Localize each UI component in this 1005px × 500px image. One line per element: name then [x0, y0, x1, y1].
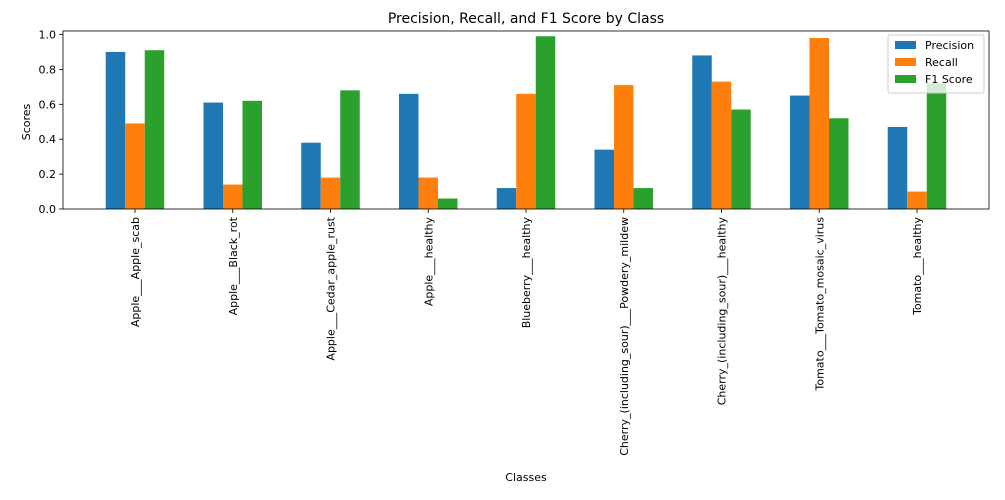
bar-recall-3	[418, 177, 438, 209]
legend-label-2: F1 Score	[925, 73, 973, 86]
bars-layer	[105, 36, 947, 210]
x-tick-label-3: Apple___healthy	[422, 217, 435, 307]
y-tick-label-3: 0.6	[39, 98, 57, 111]
y-tick-label-4: 0.8	[39, 63, 57, 76]
legend-swatch-1	[895, 58, 916, 66]
x-tick-label-8: Tomato___healthy	[911, 217, 924, 316]
bar-recall-7	[809, 37, 829, 210]
bar-f1-score-8	[926, 83, 947, 209]
y-tick-label-1: 0.2	[39, 168, 57, 181]
bar-f1-score-3	[438, 198, 458, 209]
x-tick-label-1: Apple___Black_rot	[227, 216, 240, 315]
bar-recall-6	[711, 81, 732, 209]
bar-recall-5	[614, 85, 634, 209]
bar-recall-2	[320, 177, 341, 209]
bar-f1-score-0	[144, 50, 165, 210]
x-tick-label-4: Blueberry___healthy	[520, 217, 533, 329]
bar-precision-1	[203, 102, 223, 209]
bar-precision-5	[594, 149, 614, 209]
bar-f1-score-5	[633, 188, 653, 209]
bar-precision-2	[301, 142, 321, 209]
bar-precision-0	[105, 51, 126, 209]
bar-precision-4	[496, 188, 517, 209]
bar-recall-0	[125, 123, 145, 209]
bar-f1-score-1	[242, 100, 262, 209]
bar-precision-6	[692, 55, 712, 210]
bar-precision-7	[790, 95, 810, 209]
y-tick-label-5: 1.0	[39, 28, 57, 41]
legend-swatch-2	[895, 75, 916, 83]
legend: Precision Recall F1 Score	[887, 34, 985, 94]
x-tick-label-6: Cherry_(including_sour)___healthy	[716, 217, 729, 406]
bar-f1-score-4	[535, 36, 556, 209]
bar-recall-4	[516, 93, 536, 209]
bar-f1-score-2	[340, 90, 360, 209]
x-tick-label-0: Apple___Apple_scab	[129, 217, 142, 327]
x-tick-label-2: Apple___Cedar_apple_rust	[325, 216, 338, 360]
y-tick-label-2: 0.4	[39, 133, 57, 146]
axes-layer: 0.0 0.2 0.4 0.6 0.8 1.0 Apple___Apple_scab Appl…	[39, 28, 990, 456]
bar-recall-1	[223, 184, 243, 209]
bar-recall-8	[907, 191, 927, 209]
y-axis-label: Scores	[20, 103, 33, 140]
chart-title: Precision, Recall, and F1 Score by Class	[388, 11, 664, 27]
y-tick-label-0: 0.0	[39, 203, 57, 216]
bar-precision-8	[887, 126, 908, 209]
legend-swatch-0	[895, 41, 916, 49]
x-axis-label: Classes	[505, 471, 547, 484]
legend-label-1: Recall	[925, 56, 958, 69]
bar-f1-score-7	[829, 118, 849, 209]
bar-f1-score-6	[731, 109, 751, 209]
legend-label-0: Precision	[925, 39, 974, 52]
x-tick-label-7: Tomato___Tomato_mosaic_virus	[813, 217, 826, 392]
x-tick-label-5: Cherry_(including_sour)___Powdery_mildew	[618, 217, 631, 456]
bar-precision-3	[399, 93, 419, 209]
